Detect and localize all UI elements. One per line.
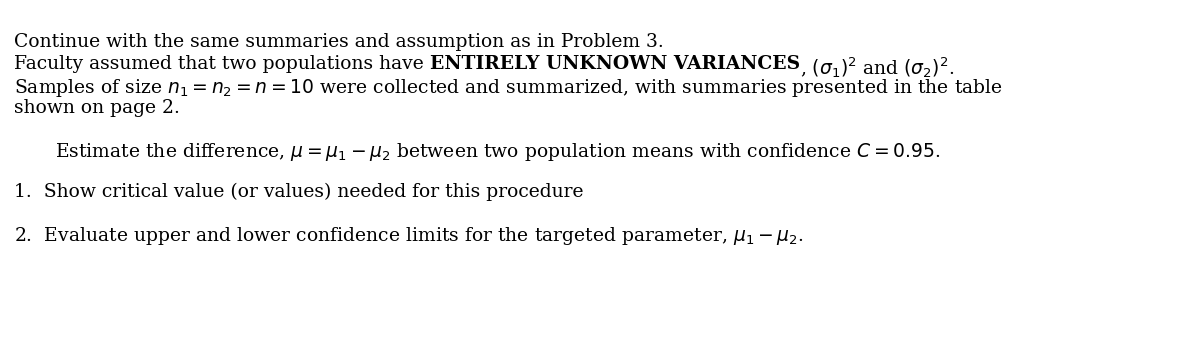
Text: 1.  Show critical value (or values) needed for this procedure: 1. Show critical value (or values) neede… bbox=[14, 183, 583, 201]
Text: Continue with the same summaries and assumption as in Problem 3.: Continue with the same summaries and ass… bbox=[14, 33, 664, 51]
Text: Samples of size $n_1 = n_2 = n = 10$ were collected and summarized, with summari: Samples of size $n_1 = n_2 = n = 10$ wer… bbox=[14, 77, 1003, 99]
Text: 2.  Evaluate upper and lower confidence limits for the targeted parameter, $\mu_: 2. Evaluate upper and lower confidence l… bbox=[14, 225, 804, 247]
Text: ENTIRELY UNKNOWN VARIANCES: ENTIRELY UNKNOWN VARIANCES bbox=[430, 55, 800, 73]
Text: Estimate the difference, $\mu = \mu_1 - \mu_2$ between two population means with: Estimate the difference, $\mu = \mu_1 - … bbox=[55, 141, 941, 163]
Text: , $({\sigma}_1)^2$ and $({\sigma}_2)^2$.: , $({\sigma}_1)^2$ and $({\sigma}_2)^2$. bbox=[800, 55, 954, 80]
Text: Faculty assumed that two populations have: Faculty assumed that two populations hav… bbox=[14, 55, 430, 73]
Text: shown on page 2.: shown on page 2. bbox=[14, 99, 180, 117]
